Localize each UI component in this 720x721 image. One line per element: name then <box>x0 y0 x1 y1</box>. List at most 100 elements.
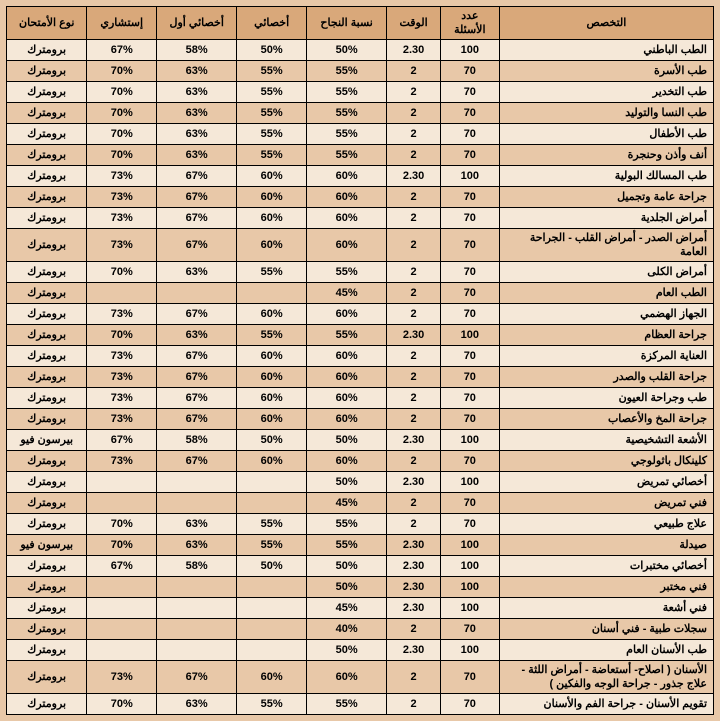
cell-num: 70 <box>440 346 499 367</box>
cell-a1: 60% <box>237 346 307 367</box>
cell-a1: 50% <box>237 430 307 451</box>
cell-spec: صيدلة <box>499 535 713 556</box>
cell-num: 100 <box>440 166 499 187</box>
cell-num: 70 <box>440 187 499 208</box>
cell-time: 2.30 <box>387 577 441 598</box>
cell-a1: 60% <box>237 451 307 472</box>
cell-a3: 73% <box>87 304 157 325</box>
cell-spec: جراحة المخ والأعصاب <box>499 409 713 430</box>
cell-exam: برومترك <box>7 514 87 535</box>
cell-a2: 67% <box>157 229 237 262</box>
cell-a3: 73% <box>87 187 157 208</box>
cell-pass: 60% <box>306 388 386 409</box>
cell-time: 2 <box>387 493 441 514</box>
col-a1: أخصائي <box>237 7 307 40</box>
cell-exam: برومترك <box>7 598 87 619</box>
cell-spec: طب التخدير <box>499 82 713 103</box>
cell-a3: 67% <box>87 556 157 577</box>
cell-pass: 45% <box>306 598 386 619</box>
cell-spec: طب وجراحة العيون <box>499 388 713 409</box>
cell-num: 100 <box>440 472 499 493</box>
cell-exam: برومترك <box>7 325 87 346</box>
cell-a2: 67% <box>157 367 237 388</box>
table-row: طب المسالك البولية1002.3060%60%67%73%برو… <box>7 166 714 187</box>
cell-pass: 60% <box>306 187 386 208</box>
cell-a1: 55% <box>237 145 307 166</box>
cell-pass: 55% <box>306 514 386 535</box>
cell-pass: 60% <box>306 229 386 262</box>
cell-exam: بيرسون فيو <box>7 535 87 556</box>
cell-num: 70 <box>440 694 499 715</box>
cell-a3: 70% <box>87 535 157 556</box>
cell-a1: 50% <box>237 556 307 577</box>
cell-a3: 70% <box>87 61 157 82</box>
cell-a3: 73% <box>87 409 157 430</box>
cell-a2: 67% <box>157 346 237 367</box>
cell-time: 2 <box>387 229 441 262</box>
cell-a1: 55% <box>237 694 307 715</box>
table-row: صيدلة1002.3055%55%63%70%بيرسون فيو <box>7 535 714 556</box>
table-row: علاج طبيعي70255%55%63%70%برومترك <box>7 514 714 535</box>
cell-a1: 55% <box>237 535 307 556</box>
cell-exam: برومترك <box>7 124 87 145</box>
cell-num: 70 <box>440 388 499 409</box>
cell-pass: 60% <box>306 451 386 472</box>
cell-a2 <box>157 619 237 640</box>
cell-a1: 60% <box>237 229 307 262</box>
cell-exam: برومترك <box>7 145 87 166</box>
cell-a2: 67% <box>157 388 237 409</box>
cell-a2: 63% <box>157 103 237 124</box>
cell-time: 2 <box>387 388 441 409</box>
cell-a3: 73% <box>87 388 157 409</box>
col-a3: إستشاري <box>87 7 157 40</box>
cell-spec: أمراض الكلى <box>499 262 713 283</box>
cell-a3 <box>87 598 157 619</box>
cell-a2 <box>157 472 237 493</box>
cell-pass: 55% <box>306 535 386 556</box>
cell-exam: برومترك <box>7 82 87 103</box>
cell-spec: أخصائي تمريض <box>499 472 713 493</box>
cell-pass: 40% <box>306 619 386 640</box>
cell-spec: فني أشعة <box>499 598 713 619</box>
cell-exam: برومترك <box>7 346 87 367</box>
cell-time: 2.30 <box>387 166 441 187</box>
table-row: طب وجراحة العيون70260%60%67%73%برومترك <box>7 388 714 409</box>
cell-num: 100 <box>440 40 499 61</box>
cell-a3: 70% <box>87 325 157 346</box>
table-row: أنف وأذن وحنجرة70255%55%63%70%برومترك <box>7 145 714 166</box>
cell-spec: الجهاز الهضمي <box>499 304 713 325</box>
table-row: طب الأطفال70255%55%63%70%برومترك <box>7 124 714 145</box>
cell-a1 <box>237 577 307 598</box>
cell-time: 2 <box>387 82 441 103</box>
cell-exam: برومترك <box>7 283 87 304</box>
cell-pass: 50% <box>306 472 386 493</box>
header-row: التخصص عدد الأسئلة الوقت نسبة النجاح أخص… <box>7 7 714 40</box>
cell-a1: 60% <box>237 367 307 388</box>
cell-num: 100 <box>440 325 499 346</box>
cell-a1: 60% <box>237 208 307 229</box>
cell-spec: تقويم الأسنان - جراحة الفم والأسنان <box>499 694 713 715</box>
cell-exam: برومترك <box>7 40 87 61</box>
cell-a2: 63% <box>157 82 237 103</box>
cell-exam: برومترك <box>7 619 87 640</box>
cell-a3: 67% <box>87 40 157 61</box>
cell-num: 70 <box>440 451 499 472</box>
cell-a2: 63% <box>157 535 237 556</box>
cell-spec: الطب الباطني <box>499 40 713 61</box>
cell-pass: 55% <box>306 61 386 82</box>
cell-spec: فني مختبر <box>499 577 713 598</box>
cell-time: 2 <box>387 145 441 166</box>
cell-a3 <box>87 493 157 514</box>
cell-a2: 58% <box>157 430 237 451</box>
cell-a3: 73% <box>87 208 157 229</box>
cell-a1: 60% <box>237 661 307 694</box>
cell-pass: 60% <box>306 367 386 388</box>
cell-time: 2.30 <box>387 325 441 346</box>
cell-a3: 70% <box>87 694 157 715</box>
cell-exam: برومترك <box>7 262 87 283</box>
cell-pass: 60% <box>306 409 386 430</box>
cell-exam: برومترك <box>7 409 87 430</box>
cell-pass: 45% <box>306 493 386 514</box>
cell-time: 2 <box>387 61 441 82</box>
cell-a2 <box>157 493 237 514</box>
